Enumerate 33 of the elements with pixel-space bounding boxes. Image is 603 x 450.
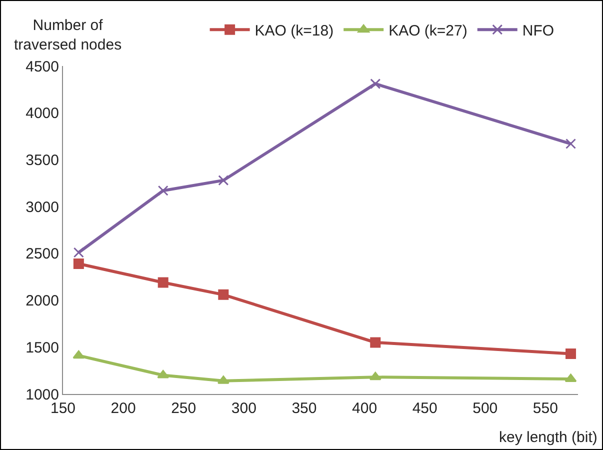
point bbox=[369, 372, 382, 380]
y-tick-label: 3500 bbox=[26, 152, 59, 169]
point bbox=[566, 138, 576, 150]
legend-label: KAO (k=18) bbox=[254, 22, 334, 40]
point bbox=[72, 350, 85, 359]
x-tick-label: 450 bbox=[412, 400, 438, 417]
x-tick-label: 200 bbox=[110, 400, 136, 417]
point bbox=[218, 289, 229, 300]
x-tick-label: 550 bbox=[532, 400, 558, 417]
point bbox=[158, 185, 168, 196]
legend-label: KAO (k=27) bbox=[388, 22, 468, 40]
y-tick-label: 4000 bbox=[26, 105, 59, 122]
point bbox=[73, 247, 84, 258]
point bbox=[73, 258, 84, 269]
point bbox=[218, 175, 229, 186]
point bbox=[564, 374, 577, 382]
point bbox=[158, 277, 168, 288]
y-tick-label: 4500 bbox=[26, 58, 59, 76]
x-axis-title: key length (bit) bbox=[499, 429, 598, 446]
y-tick-label: 1500 bbox=[26, 339, 59, 356]
point bbox=[566, 348, 576, 359]
point bbox=[370, 337, 381, 348]
legend-label: NFO bbox=[522, 22, 554, 40]
x-tick-label: 250 bbox=[171, 400, 196, 417]
y-tick-label: 2000 bbox=[26, 292, 59, 310]
x-tick-label: 300 bbox=[231, 400, 256, 417]
y-tick-label: 2500 bbox=[26, 246, 59, 263]
x-tick-label: 500 bbox=[472, 400, 498, 417]
x-tick-label: 400 bbox=[352, 400, 378, 417]
y-axis-title: Number of traversed nodes bbox=[14, 17, 122, 54]
point bbox=[370, 78, 381, 90]
x-tick-label: 350 bbox=[292, 400, 317, 417]
y-tick-label: 3000 bbox=[26, 198, 59, 216]
